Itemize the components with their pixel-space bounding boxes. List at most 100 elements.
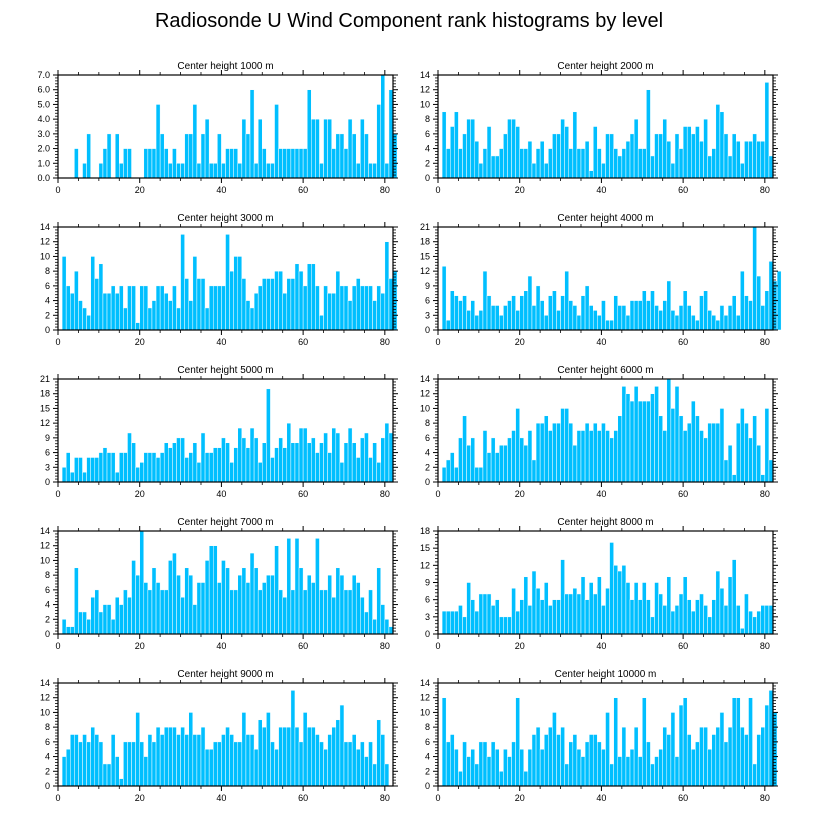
histogram-bar [110, 734, 116, 787]
histogram-bar [233, 447, 239, 483]
histogram-bar [384, 422, 390, 483]
histogram-bar [360, 285, 365, 331]
histogram-bar [674, 315, 680, 331]
histogram-bar [499, 771, 504, 787]
histogram-bar [343, 589, 349, 635]
histogram-bar [699, 593, 704, 635]
histogram-bar [70, 626, 75, 635]
histogram-bar [102, 447, 108, 483]
x-tick-label: 60 [678, 489, 688, 499]
histogram-bar [682, 290, 688, 331]
histogram-bar [699, 430, 704, 483]
histogram-bar [143, 582, 149, 635]
histogram-bar [625, 756, 631, 787]
histogram-bar [584, 599, 590, 635]
histogram-bar [388, 278, 394, 331]
histogram-bar [584, 285, 590, 331]
histogram-bar [278, 726, 283, 787]
histogram-bar [707, 748, 712, 787]
histogram-bar [200, 133, 206, 179]
histogram-bar [707, 422, 712, 483]
histogram-bar [707, 616, 712, 635]
histogram-bar [355, 457, 361, 483]
histogram-bar [531, 459, 537, 483]
x-tick-label: 20 [135, 641, 145, 651]
histogram-bar [531, 305, 537, 331]
histogram-bar [654, 582, 659, 635]
histogram-bar [637, 400, 643, 483]
histogram-bar [666, 576, 672, 635]
x-tick-label: 80 [380, 185, 390, 195]
histogram-bar [748, 610, 753, 635]
histogram-bar [351, 133, 357, 179]
histogram-bar [458, 300, 463, 331]
y-tick-label: 2 [45, 310, 50, 320]
x-tick-label: 0 [435, 641, 440, 651]
histogram-bar [196, 462, 202, 483]
histogram-bar [560, 408, 565, 483]
histogram-bar [74, 148, 79, 179]
histogram-bar [646, 300, 651, 331]
histogram-bar [662, 118, 668, 179]
histogram-bar [458, 148, 463, 179]
histogram-bar [82, 163, 87, 179]
histogram-bar [184, 734, 189, 787]
panel-title: Center height 4000 m [557, 213, 653, 224]
histogram-bar [172, 726, 177, 787]
x-tick-label: 0 [435, 793, 440, 803]
y-tick-label: 6.0 [37, 85, 50, 95]
histogram-bar [735, 697, 741, 787]
histogram-bar [110, 452, 116, 483]
histogram-bar [752, 226, 757, 331]
histogram-bar [143, 452, 149, 483]
histogram-bar [315, 118, 320, 179]
histogram-bar [180, 726, 185, 787]
histogram-bar [368, 741, 373, 787]
histogram-bar [695, 415, 700, 483]
histogram-bar [772, 280, 778, 331]
histogram-bar [135, 467, 140, 483]
histogram-bar [266, 278, 271, 331]
histogram-bar [360, 118, 365, 179]
histogram-bar [486, 452, 492, 483]
histogram-bar [564, 593, 569, 635]
x-tick-label: 60 [678, 337, 688, 347]
histogram-bar [588, 430, 594, 483]
histogram-bar [764, 82, 770, 179]
histogram-bar [752, 616, 757, 635]
histogram-bar [188, 133, 194, 179]
histogram-bar [192, 104, 198, 179]
histogram-bar [523, 148, 529, 179]
histogram-bar [568, 148, 574, 179]
histogram-bar [315, 734, 320, 787]
histogram-panel: Center height 10000 m 0 2 4 6 8 10 12 14 0 20 40 60 8… [420, 669, 778, 803]
histogram-bar [98, 263, 104, 331]
y-tick-label: 12 [420, 85, 430, 95]
histogram-bar [760, 605, 766, 635]
histogram-bar [556, 599, 561, 635]
y-tick-label: 2 [45, 614, 50, 624]
histogram-bar [351, 442, 357, 483]
histogram-bar [229, 462, 234, 483]
histogram-bar [364, 285, 369, 331]
histogram-bar [364, 432, 369, 483]
histogram-bar [515, 408, 520, 483]
histogram-bar [372, 300, 377, 331]
histogram-bar [531, 570, 537, 635]
histogram-bar [535, 422, 541, 483]
histogram-bar [323, 118, 328, 179]
histogram-bar [372, 442, 377, 483]
histogram-bar [184, 278, 189, 331]
histogram-bar [294, 263, 300, 331]
histogram-bar [151, 300, 157, 331]
histogram-bar [637, 756, 643, 787]
histogram-bar [61, 619, 67, 635]
x-tick-label: 0 [435, 489, 440, 499]
histogram-bar [711, 315, 717, 331]
panel-title: Center height 10000 m [555, 669, 657, 680]
histogram-bar [580, 576, 586, 635]
histogram-bar [74, 270, 79, 331]
histogram-bar [458, 605, 463, 635]
y-tick-label: 12 [420, 266, 430, 276]
histogram-bar [621, 386, 627, 483]
